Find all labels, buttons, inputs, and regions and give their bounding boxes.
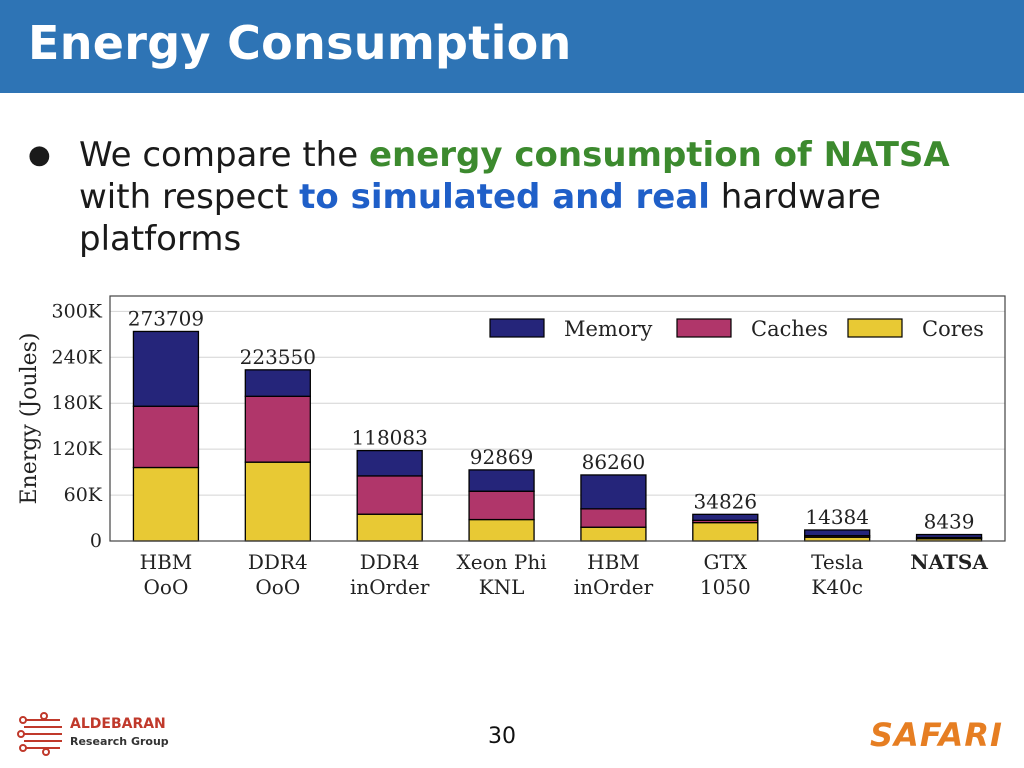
bar-segment-cores	[580, 526, 647, 542]
x-tick-label: NATSA	[910, 550, 988, 574]
bar-segment-cores	[132, 466, 200, 542]
bar-segment-memory	[804, 529, 871, 537]
legend-swatch-memory	[489, 318, 545, 338]
bar-total-label: 118083	[352, 426, 428, 450]
x-tick-label: inOrder	[574, 575, 654, 599]
x-tick-label: HBM	[140, 550, 193, 574]
bar-segment-memory	[915, 533, 983, 539]
x-tick-label: OoO	[255, 575, 300, 599]
x-tick-label: Tesla	[811, 550, 863, 574]
bar-segment-memory	[356, 449, 423, 477]
bar-segment-memory	[468, 469, 535, 492]
aldebaran-logo: ALDEBARAN Research Group	[16, 712, 176, 756]
bar-total-label: 92869	[470, 445, 534, 469]
slide-title: Energy Consumption	[28, 16, 572, 70]
bar-segment-caches	[356, 475, 423, 515]
bullet-text-part-3: with respect	[79, 177, 300, 217]
x-tick-label: OoO	[144, 575, 189, 599]
title-bar	[0, 0, 1024, 93]
legend-label-memory: Memory	[564, 317, 653, 341]
energy-chart: 0 60K 120K 180K 240K 300K Energy (Joules) 27370…	[17, 295, 1006, 599]
bar-segment-memory	[580, 474, 647, 510]
x-tick-label: 1050	[700, 575, 751, 599]
x-tick-label: K40c	[811, 575, 863, 599]
y-axis-label: Energy (Joules)	[17, 332, 42, 504]
bar-segment-cores	[244, 461, 311, 542]
y-tick-label: 240K	[52, 346, 103, 368]
bar-total-label: 8439	[924, 510, 975, 534]
x-tick-label: GTX	[704, 550, 748, 574]
y-tick-label: 60K	[64, 484, 103, 506]
bar-segment-memory	[244, 369, 311, 397]
y-tick-label: 180K	[52, 392, 103, 414]
bullet-text-part-5: hardware platforms	[79, 177, 881, 259]
bar-total-label: 86260	[582, 450, 646, 474]
bullet-text: We compare the energy consumption of NAT…	[79, 134, 979, 260]
circuit-logo-icon	[17, 712, 62, 756]
bullet-dot-icon: ●	[28, 140, 51, 170]
plot-frame	[109, 295, 1006, 542]
bar-segment-cores	[356, 513, 423, 542]
logo-name: ALDEBARAN	[70, 716, 166, 732]
x-tick-label: inOrder	[350, 575, 430, 599]
bar-segment-memory	[132, 330, 200, 407]
bullet-highlight-hardware: to simulated and real	[299, 177, 710, 217]
bar-segment-cores	[692, 521, 759, 542]
y-tick-label: 300K	[52, 300, 103, 322]
logo-subtitle: Research Group	[70, 735, 169, 748]
x-tick-label: KNL	[479, 575, 525, 599]
bar-total-label: 223550	[240, 345, 316, 369]
y-tick-label: 120K	[52, 438, 103, 460]
x-tick-label: DDR4	[360, 550, 420, 574]
x-tick-label: HBM	[587, 550, 640, 574]
bar-segment-memory	[692, 513, 759, 521]
bullet-highlight-energy: energy consumption of NATSA	[368, 135, 950, 175]
bar-segment-cores	[468, 518, 535, 542]
y-tick-label: 0	[90, 530, 102, 552]
page-number: 30	[488, 724, 516, 749]
legend-swatch-caches	[676, 318, 732, 338]
legend-label-cores: Cores	[922, 317, 984, 341]
bar-total-label: 14384	[805, 505, 869, 529]
bar-segment-caches	[244, 395, 311, 463]
bar-segment-caches	[468, 490, 535, 521]
legend-label-caches: Caches	[751, 317, 828, 341]
bar-segment-caches	[132, 405, 200, 469]
bar-total-label: 34826	[694, 489, 758, 513]
bar-segment-caches	[580, 508, 647, 528]
bullet-text-part-1: We compare the	[79, 135, 369, 175]
legend-swatch-cores	[847, 318, 903, 338]
safari-logo: SAFARI	[870, 716, 1003, 754]
x-tick-label: DDR4	[248, 550, 308, 574]
bar-total-label: 273709	[128, 306, 204, 330]
x-tick-label: Xeon Phi	[457, 550, 547, 574]
